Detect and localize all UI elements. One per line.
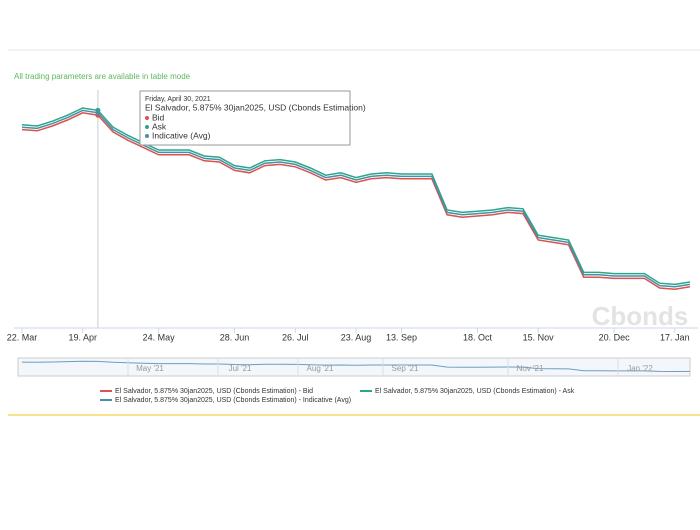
legend-label: El Salvador, 5.875% 30jan2025, USD (Cbon… — [115, 388, 313, 395]
tooltip-bullet — [145, 134, 149, 138]
tooltip-date: Friday, April 30, 2021 — [145, 96, 211, 103]
tooltip-bullet — [145, 125, 149, 129]
x-tick-label: 20. Dec — [599, 332, 631, 342]
legend-label: El Salvador, 5.875% 30jan2025, USD (Cbon… — [375, 388, 575, 395]
x-tick-label: 24. May — [143, 332, 176, 342]
navigator-label: May '21 — [136, 364, 164, 373]
tooltip-title: El Salvador, 5.875% 30jan2025, USD (Cbon… — [145, 102, 366, 112]
hover-point — [95, 110, 101, 116]
x-tick-label: 26. Jul — [282, 332, 309, 342]
navigator-label: Nov '21 — [517, 364, 544, 373]
x-tick-label: 18. Oct — [463, 332, 493, 342]
x-tick-label: 23. Aug — [341, 332, 372, 342]
navigator-line — [21, 360, 691, 372]
navigator-label: Jul '21 — [229, 364, 252, 373]
navigator — [17, 357, 691, 377]
tooltip-item: Ask — [152, 121, 167, 131]
legend-label: El Salvador, 5.875% 30jan2025, USD (Cbon… — [115, 397, 351, 404]
navigator-label: Sep '21 — [392, 364, 419, 373]
note: All trading parameters are available in … — [14, 72, 191, 81]
x-tick-label: 17. Jan — [660, 332, 690, 342]
line-series — [21, 112, 691, 290]
x-tick-label: 19. Apr — [68, 332, 97, 342]
tooltip-item: Bid — [152, 112, 165, 122]
x-tick-label: 22. Mar — [7, 332, 38, 342]
x-tick-label: 15. Nov — [523, 332, 555, 342]
tooltip-bullet — [145, 116, 149, 120]
x-tick-label: 13. Sep — [386, 332, 417, 342]
x-tick-label: 28. Jun — [220, 332, 250, 342]
tooltip-box — [139, 90, 351, 146]
line-series — [21, 107, 691, 286]
tooltip-item: Indicative (Avg) — [152, 130, 211, 140]
watermark: Cbonds — [592, 301, 689, 331]
navigator-label: Jan '22 — [627, 364, 653, 373]
navigator-label: Aug '21 — [307, 364, 334, 373]
line-series — [21, 109, 691, 288]
